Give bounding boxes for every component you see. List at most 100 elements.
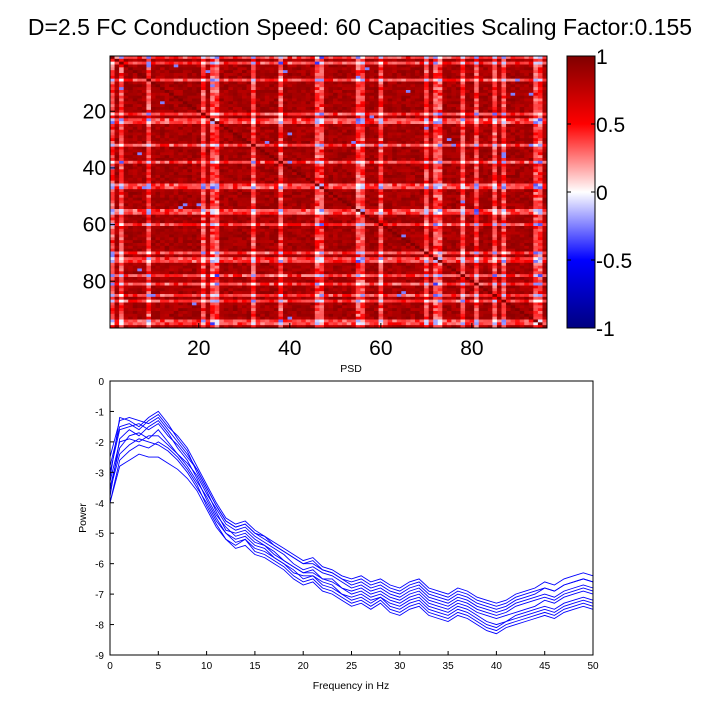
heatmap-cell bbox=[323, 81, 329, 85]
heatmap-cell bbox=[201, 186, 206, 190]
heatmap-cell bbox=[287, 158, 293, 162]
heatmap-cell bbox=[442, 163, 448, 167]
heatmap-cell bbox=[428, 143, 434, 148]
heatmap-cell bbox=[337, 101, 343, 105]
heatmap-cell bbox=[346, 124, 352, 128]
heatmap-cell bbox=[333, 163, 338, 167]
heatmap-cell bbox=[360, 158, 366, 162]
heatmap-cell bbox=[451, 138, 457, 142]
heatmap-cell bbox=[474, 200, 480, 204]
heatmap-cell bbox=[169, 192, 175, 196]
heatmap-cell bbox=[383, 92, 389, 97]
heatmap-cell bbox=[319, 158, 325, 162]
heatmap-cell bbox=[442, 112, 448, 116]
heatmap-cell bbox=[437, 149, 443, 153]
heatmap-cell bbox=[237, 141, 243, 145]
heatmap-cell bbox=[405, 189, 411, 193]
heatmap-cell bbox=[492, 183, 498, 187]
heatmap-cell bbox=[364, 135, 370, 139]
heatmap-cell bbox=[469, 118, 475, 122]
heatmap-cell bbox=[419, 166, 425, 170]
heatmap-cell bbox=[369, 67, 375, 71]
heatmap-cell bbox=[506, 183, 511, 187]
heatmap-cell bbox=[110, 189, 115, 193]
heatmap-cell bbox=[537, 56, 543, 60]
heatmap-cell bbox=[337, 200, 343, 204]
heatmap-cell bbox=[310, 183, 316, 187]
heatmap-cell bbox=[191, 183, 197, 187]
heatmap-cell bbox=[119, 81, 125, 85]
heatmap-cell bbox=[455, 56, 461, 60]
heatmap-cell bbox=[323, 149, 329, 153]
heatmap-cell bbox=[255, 158, 261, 162]
heatmap-cell bbox=[182, 101, 188, 105]
heatmap-cell bbox=[537, 78, 543, 82]
heatmap-cell bbox=[269, 61, 275, 65]
heatmap-cell bbox=[119, 141, 125, 145]
heatmap-cell bbox=[478, 56, 484, 60]
heatmap-cell bbox=[114, 98, 120, 102]
heatmap-cell bbox=[219, 132, 225, 136]
heatmap-cell bbox=[419, 104, 425, 108]
heatmap-cell bbox=[178, 64, 184, 68]
heatmap-cell bbox=[542, 84, 548, 88]
heatmap-cell bbox=[465, 78, 471, 82]
heatmap-cell bbox=[282, 115, 288, 119]
heatmap-cell bbox=[255, 175, 261, 179]
heatmap-cell bbox=[228, 200, 234, 204]
heatmap-cell bbox=[292, 75, 298, 80]
heatmap-cell bbox=[414, 75, 420, 80]
heatmap-cell bbox=[537, 149, 543, 153]
heatmap-cell bbox=[519, 172, 525, 176]
heatmap-cell bbox=[196, 163, 202, 167]
heatmap-cell bbox=[196, 98, 202, 102]
heatmap-cell bbox=[242, 101, 247, 105]
heatmap-cell bbox=[173, 189, 179, 193]
heatmap-cell bbox=[314, 129, 320, 133]
heatmap-cell bbox=[451, 155, 457, 159]
heatmap-cell bbox=[424, 112, 430, 116]
heatmap-cell bbox=[433, 90, 439, 94]
heatmap-cell bbox=[141, 189, 147, 193]
heatmap-cell bbox=[128, 186, 134, 190]
heatmap-cell bbox=[114, 135, 120, 139]
heatmap-cell bbox=[210, 141, 216, 145]
heatmap-cell bbox=[123, 175, 129, 179]
heatmap-cell bbox=[351, 169, 357, 173]
heatmap-cell bbox=[510, 160, 516, 165]
heatmap-cell bbox=[232, 92, 238, 97]
heatmap-cell bbox=[296, 104, 302, 108]
heatmap-cell bbox=[537, 84, 543, 88]
heatmap-cell bbox=[201, 149, 206, 153]
heatmap-cell bbox=[469, 101, 475, 105]
heatmap-cell bbox=[392, 90, 398, 94]
heatmap-cell bbox=[496, 177, 502, 182]
heatmap-cell bbox=[160, 160, 166, 165]
heatmap-cell bbox=[496, 112, 502, 116]
heatmap-cell bbox=[342, 58, 348, 63]
heatmap-cell bbox=[478, 92, 484, 97]
heatmap-cell bbox=[305, 166, 311, 170]
heatmap-cell bbox=[301, 61, 307, 65]
heatmap-cell bbox=[264, 56, 270, 60]
heatmap-cell bbox=[219, 70, 225, 74]
heatmap-cell bbox=[132, 138, 138, 142]
heatmap-cell bbox=[201, 172, 206, 176]
heatmap-cell bbox=[424, 90, 430, 94]
heatmap-cell bbox=[355, 152, 361, 156]
heatmap-cell bbox=[437, 189, 443, 193]
heatmap-cell bbox=[114, 67, 120, 71]
heatmap-cell bbox=[255, 115, 261, 119]
heatmap-cell bbox=[319, 61, 325, 65]
heatmap-cell bbox=[146, 101, 152, 105]
heatmap-cell bbox=[378, 124, 384, 128]
heatmap-cell bbox=[292, 58, 298, 63]
heatmap-cell bbox=[173, 138, 179, 142]
heatmap-cell bbox=[519, 126, 525, 131]
heatmap-cell bbox=[401, 186, 407, 190]
heatmap-cell bbox=[237, 197, 243, 201]
heatmap-cell bbox=[342, 124, 348, 128]
heatmap-cell bbox=[524, 152, 530, 156]
heatmap-cell bbox=[187, 152, 193, 156]
